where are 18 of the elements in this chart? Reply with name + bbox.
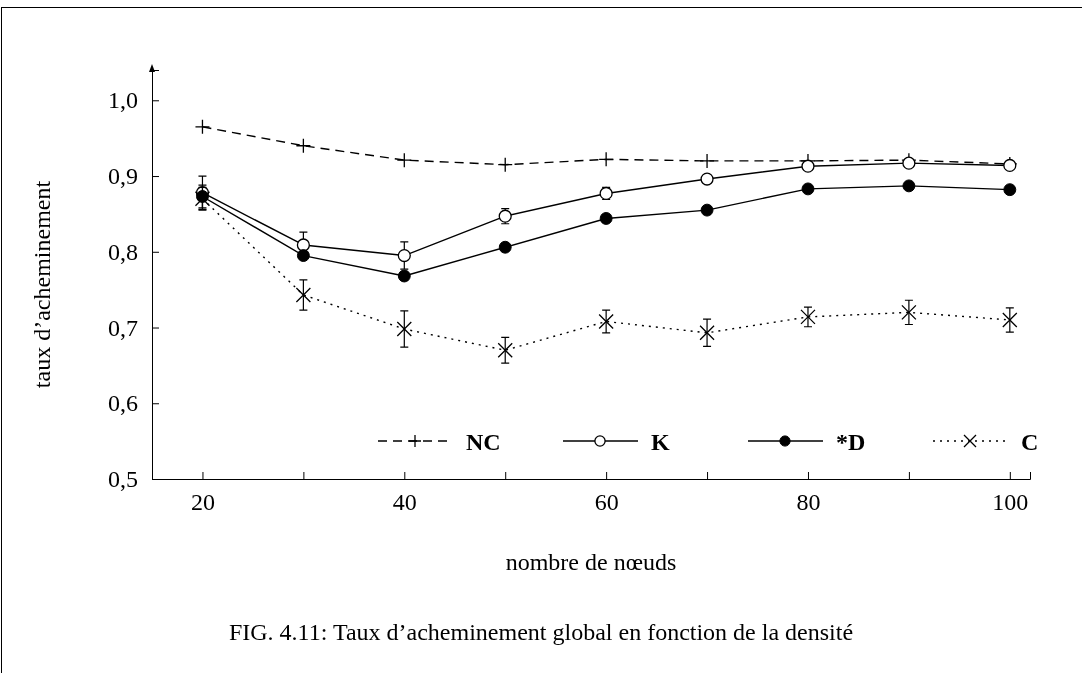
y-tick-label: 0,5 [108,466,138,493]
y-tick-label: 0,6 [108,390,138,417]
x-tick-label: 60 [594,489,619,516]
x-tick-label: 100 [992,489,1029,516]
x-tick-label: 20 [190,489,215,516]
legend-label: NC [466,429,501,455]
y-tick-label: 0,8 [108,238,138,265]
legend-label: *D [836,429,866,455]
x-tick-label: 40 [392,489,417,516]
caption: FIG. 4.11: Taux d’acheminement global en fonction de la densité [228,619,854,645]
y-tick-label: 1,0 [108,87,138,114]
x-axis-title: nombre de nœuds [505,549,677,575]
y-tick-label: 0,9 [108,163,138,190]
legend-label: K [651,429,670,455]
y-tick-label: 0,7 [108,314,138,341]
legend-label: C [1021,429,1039,455]
x-tick-label: 80 [796,489,821,516]
y-axis-title: taux d’acheminement [29,180,55,389]
